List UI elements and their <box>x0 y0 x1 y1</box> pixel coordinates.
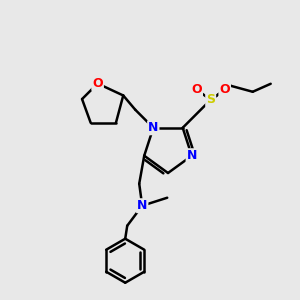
Text: N: N <box>148 121 158 134</box>
Text: N: N <box>137 199 147 212</box>
Text: O: O <box>191 83 202 96</box>
Text: O: O <box>219 83 230 96</box>
Text: S: S <box>206 93 215 106</box>
Text: O: O <box>92 77 103 90</box>
Text: N: N <box>187 149 197 162</box>
